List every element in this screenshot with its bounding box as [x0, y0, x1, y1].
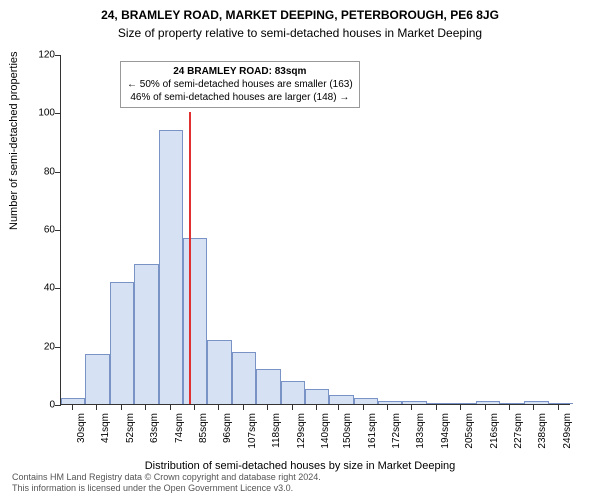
x-tick	[267, 404, 268, 410]
histogram-bar	[207, 340, 231, 404]
histogram-bar	[451, 403, 475, 404]
x-tick-label: 96sqm	[222, 413, 233, 443]
x-tick-label: 238sqm	[537, 413, 548, 449]
x-tick-label: 118sqm	[271, 413, 282, 448]
histogram-bar	[183, 238, 207, 404]
histogram-bar	[427, 403, 451, 404]
y-tick-label: 40	[25, 283, 55, 294]
x-tick-label: 216sqm	[489, 413, 500, 449]
x-tick-label: 183sqm	[415, 413, 426, 449]
x-tick-label: 140sqm	[320, 413, 331, 449]
histogram-bar	[159, 130, 183, 404]
x-tick	[72, 404, 73, 410]
histogram-bar	[85, 354, 109, 404]
x-tick-label: 150sqm	[342, 413, 353, 449]
x-tick	[387, 404, 388, 410]
x-tick	[243, 404, 244, 410]
footer-line-1: Contains HM Land Registry data © Crown c…	[12, 472, 321, 483]
info-line-1: 24 BRAMLEY ROAD: 83sqm	[127, 65, 353, 78]
y-tick	[55, 405, 61, 406]
x-tick	[533, 404, 534, 410]
x-tick-label: 205sqm	[464, 413, 475, 449]
x-tick	[121, 404, 122, 410]
histogram-bar	[305, 389, 329, 404]
histogram-bar	[354, 398, 378, 404]
info-line-2: ← 50% of semi-detached houses are smalle…	[127, 78, 353, 91]
y-tick	[55, 113, 61, 114]
x-tick-label: 172sqm	[391, 413, 402, 449]
y-tick-label: 0	[25, 400, 55, 411]
y-tick	[55, 55, 61, 56]
x-tick-label: 52sqm	[125, 413, 136, 443]
x-tick-label: 63sqm	[149, 413, 160, 443]
page-title-line2: Size of property relative to semi-detach…	[0, 22, 600, 40]
y-tick	[55, 347, 61, 348]
histogram-bar	[134, 264, 158, 404]
y-axis-label: Number of semi-detached properties	[8, 51, 20, 230]
x-tick	[460, 404, 461, 410]
property-info-box: 24 BRAMLEY ROAD: 83sqm ← 50% of semi-det…	[120, 61, 360, 108]
x-tick-label: 249sqm	[562, 413, 573, 449]
y-tick-label: 60	[25, 225, 55, 236]
info-line-3: 46% of semi-detached houses are larger (…	[127, 91, 353, 104]
x-tick	[436, 404, 437, 410]
x-tick	[96, 404, 97, 410]
x-tick	[218, 404, 219, 410]
x-tick-label: 161sqm	[367, 413, 378, 449]
x-tick	[411, 404, 412, 410]
histogram-bar	[61, 398, 85, 404]
histogram-bar	[232, 352, 256, 405]
histogram-bar	[402, 401, 426, 404]
y-tick	[55, 230, 61, 231]
x-tick	[338, 404, 339, 410]
x-tick	[145, 404, 146, 410]
chart-area: 02040608010012030sqm41sqm52sqm63sqm74sqm…	[60, 55, 570, 405]
x-tick-label: 85sqm	[198, 413, 209, 443]
histogram-bar	[378, 401, 402, 404]
footer-attribution: Contains HM Land Registry data © Crown c…	[12, 472, 321, 494]
x-tick	[363, 404, 364, 410]
y-tick-label: 100	[25, 108, 55, 119]
x-tick-label: 227sqm	[513, 413, 524, 449]
property-marker-line	[189, 112, 191, 404]
y-tick-label: 120	[25, 50, 55, 61]
x-axis-label: Distribution of semi-detached houses by …	[0, 460, 600, 472]
x-tick	[485, 404, 486, 410]
x-tick-label: 194sqm	[440, 413, 451, 449]
y-tick	[55, 288, 61, 289]
histogram-bar	[524, 401, 548, 404]
histogram-bar	[110, 282, 134, 405]
x-tick	[509, 404, 510, 410]
x-tick-label: 30sqm	[76, 413, 87, 443]
y-tick-label: 20	[25, 341, 55, 352]
x-tick	[194, 404, 195, 410]
histogram-bar	[281, 381, 305, 404]
x-tick-label: 74sqm	[174, 413, 185, 443]
x-tick-label: 107sqm	[247, 413, 258, 449]
x-tick	[558, 404, 559, 410]
histogram-bar	[549, 403, 573, 404]
footer-line-2: This information is licensed under the O…	[12, 483, 321, 494]
y-tick-label: 80	[25, 166, 55, 177]
x-tick	[170, 404, 171, 410]
histogram-bar	[476, 401, 500, 404]
histogram-bar	[256, 369, 280, 404]
x-tick	[292, 404, 293, 410]
histogram-bar	[500, 403, 524, 404]
y-tick	[55, 172, 61, 173]
x-tick-label: 41sqm	[100, 413, 111, 443]
x-tick-label: 129sqm	[296, 413, 307, 449]
x-tick	[316, 404, 317, 410]
histogram-bar	[329, 395, 353, 404]
page-title-line1: 24, BRAMLEY ROAD, MARKET DEEPING, PETERB…	[0, 0, 600, 22]
